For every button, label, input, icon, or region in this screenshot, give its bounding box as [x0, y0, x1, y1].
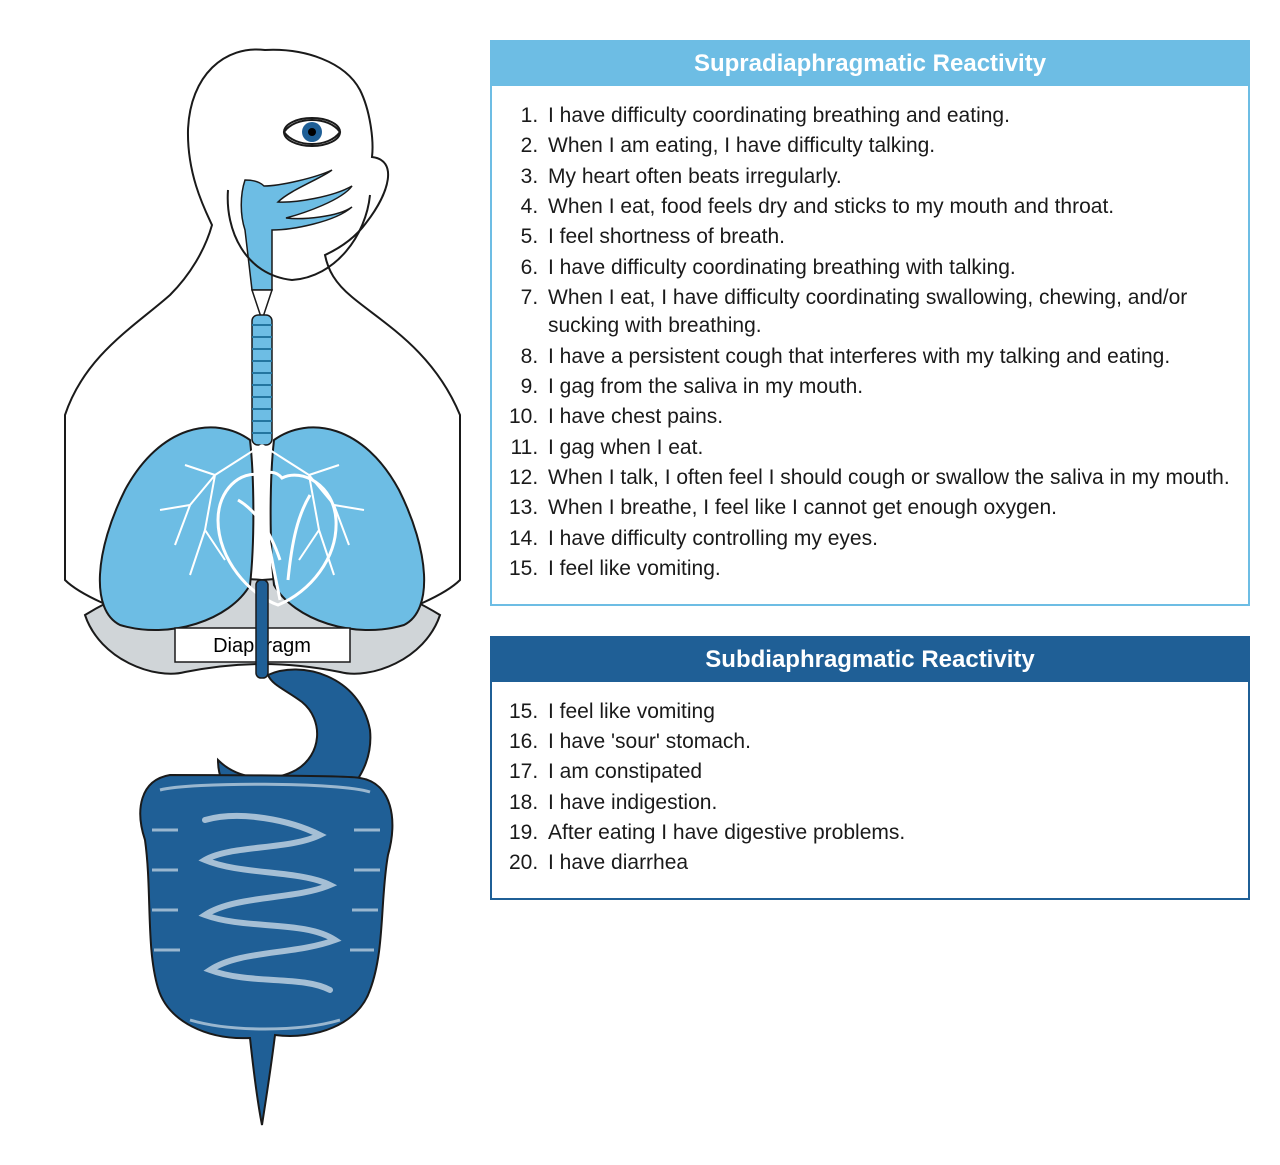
list-item: I feel like vomiting. — [544, 555, 1230, 583]
anatomy-column: Diaphragm — [30, 20, 490, 1145]
list-item: I am constipated — [544, 758, 1230, 786]
list-item: I feel shortness of breath. — [544, 223, 1230, 251]
list-item: I have difficulty coordinating breathing… — [544, 102, 1230, 130]
list-item: I have difficulty coordinating breathing… — [544, 254, 1230, 282]
list-item: When I eat, I have difficulty coordinati… — [544, 284, 1230, 341]
supra-panel-body: I have difficulty coordinating breathing… — [492, 86, 1248, 604]
list-item: I have a persistent cough that interfere… — [544, 343, 1230, 371]
supra-panel: Supradiaphragmatic Reactivity I have dif… — [490, 40, 1250, 606]
sub-panel-title: Subdiaphragmatic Reactivity — [492, 638, 1248, 682]
list-item: I have diarrhea — [544, 849, 1230, 877]
list-item: I gag from the saliva in my mouth. — [544, 373, 1230, 401]
panels-column: Supradiaphragmatic Reactivity I have dif… — [490, 20, 1250, 1145]
anatomy-illustration: Diaphragm — [40, 20, 480, 1140]
list-item: When I am eating, I have difficulty talk… — [544, 132, 1230, 160]
list-item: When I eat, food feels dry and sticks to… — [544, 193, 1230, 221]
list-item: When I breathe, I feel like I cannot get… — [544, 494, 1230, 522]
list-item: I gag when I eat. — [544, 434, 1230, 462]
supra-panel-title: Supradiaphragmatic Reactivity — [492, 42, 1248, 86]
list-item: I have indigestion. — [544, 789, 1230, 817]
list-item: I feel like vomiting — [544, 698, 1230, 726]
sub-panel-body: I feel like vomitingI have 'sour' stomac… — [492, 682, 1248, 898]
supra-list: I have difficulty coordinating breathing… — [510, 102, 1230, 584]
sub-panel: Subdiaphragmatic Reactivity I feel like … — [490, 636, 1250, 900]
list-item: I have 'sour' stomach. — [544, 728, 1230, 756]
list-item: My heart often beats irregularly. — [544, 163, 1230, 191]
sub-list: I feel like vomitingI have 'sour' stomac… — [510, 698, 1230, 878]
list-item: After eating I have digestive problems. — [544, 819, 1230, 847]
list-item: When I talk, I often feel I should cough… — [544, 464, 1230, 492]
list-item: I have chest pains. — [544, 403, 1230, 431]
page-root: Diaphragm — [0, 0, 1280, 1165]
list-item: I have difficulty controlling my eyes. — [544, 525, 1230, 553]
